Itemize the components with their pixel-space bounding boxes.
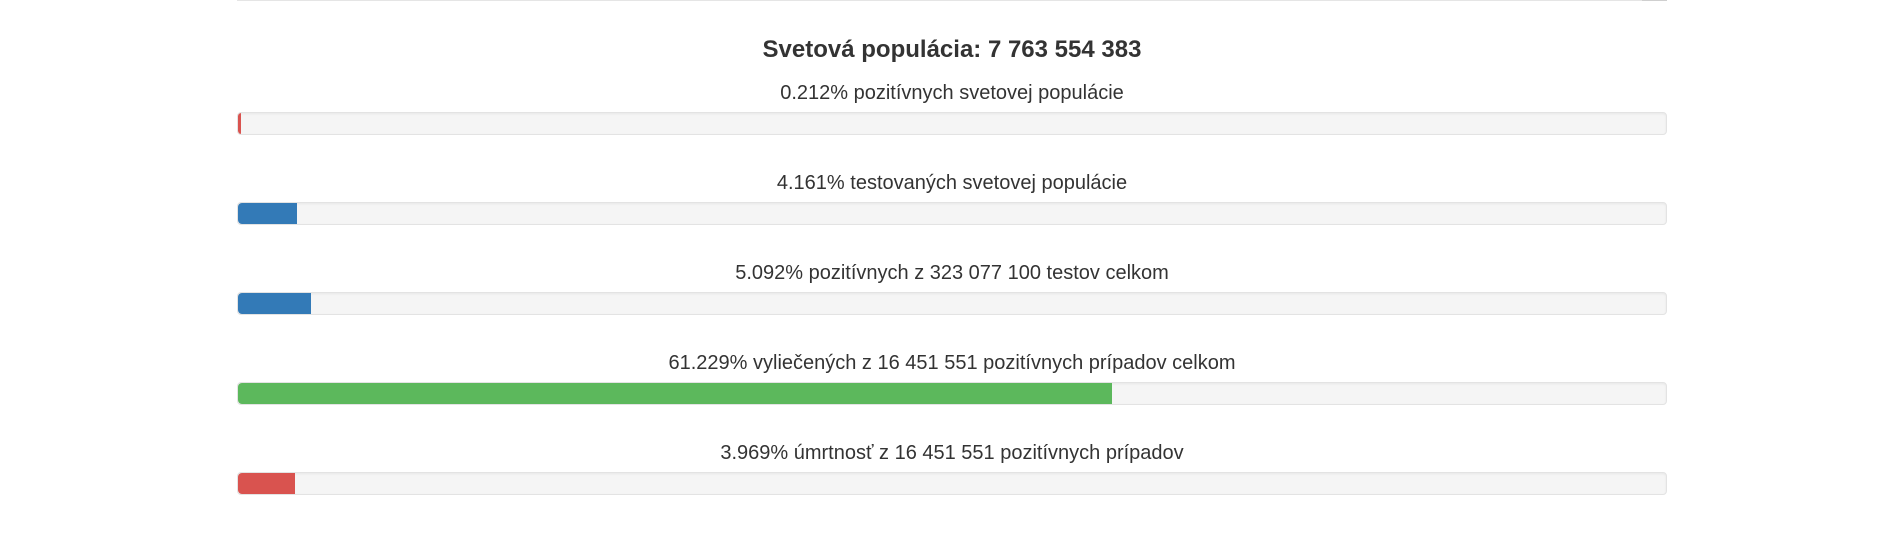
top-divider-accent bbox=[1642, 0, 1667, 1]
progress-bar bbox=[237, 472, 1667, 495]
stat-positive-population: 0.212% pozitívnych svetovej populácie bbox=[237, 78, 1667, 160]
progress-fill bbox=[238, 473, 295, 494]
stat-label: 3.969% úmrtnosť z 16 451 551 pozitívnych… bbox=[720, 442, 1184, 464]
stat-label: 61.229% vyliečených z 16 451 551 pozitív… bbox=[668, 352, 1236, 374]
stat-label: 5.092% pozitívnych z 323 077 100 testov … bbox=[735, 262, 1169, 284]
progress-bar bbox=[237, 382, 1667, 405]
stat-recovered: 61.229% vyliečených z 16 451 551 pozitív… bbox=[237, 348, 1667, 430]
stat-positive-of-tests: 5.092% pozitívnych z 323 077 100 testov … bbox=[237, 258, 1667, 340]
top-divider bbox=[237, 0, 1667, 1]
progress-fill bbox=[238, 113, 242, 134]
progress-bar bbox=[237, 202, 1667, 225]
stat-label: 0.212% pozitívnych svetovej populácie bbox=[780, 82, 1124, 104]
world-stats-panel: Svetová populácia: 7 763 554 383 0.212% … bbox=[237, 30, 1667, 520]
progress-fill bbox=[238, 293, 311, 314]
stat-label: 4.161% testovaných svetovej populácie bbox=[776, 172, 1128, 194]
progress-fill bbox=[238, 383, 1113, 404]
stat-mortality: 3.969% úmrtnosť z 16 451 551 pozitívnych… bbox=[237, 438, 1667, 520]
progress-fill bbox=[238, 203, 298, 224]
stat-tested-population: 4.161% testovaných svetovej populácie bbox=[237, 168, 1667, 250]
progress-bar bbox=[237, 292, 1667, 315]
world-population-title: Svetová populácia: 7 763 554 383 bbox=[762, 36, 1142, 63]
progress-bar bbox=[237, 112, 1667, 135]
